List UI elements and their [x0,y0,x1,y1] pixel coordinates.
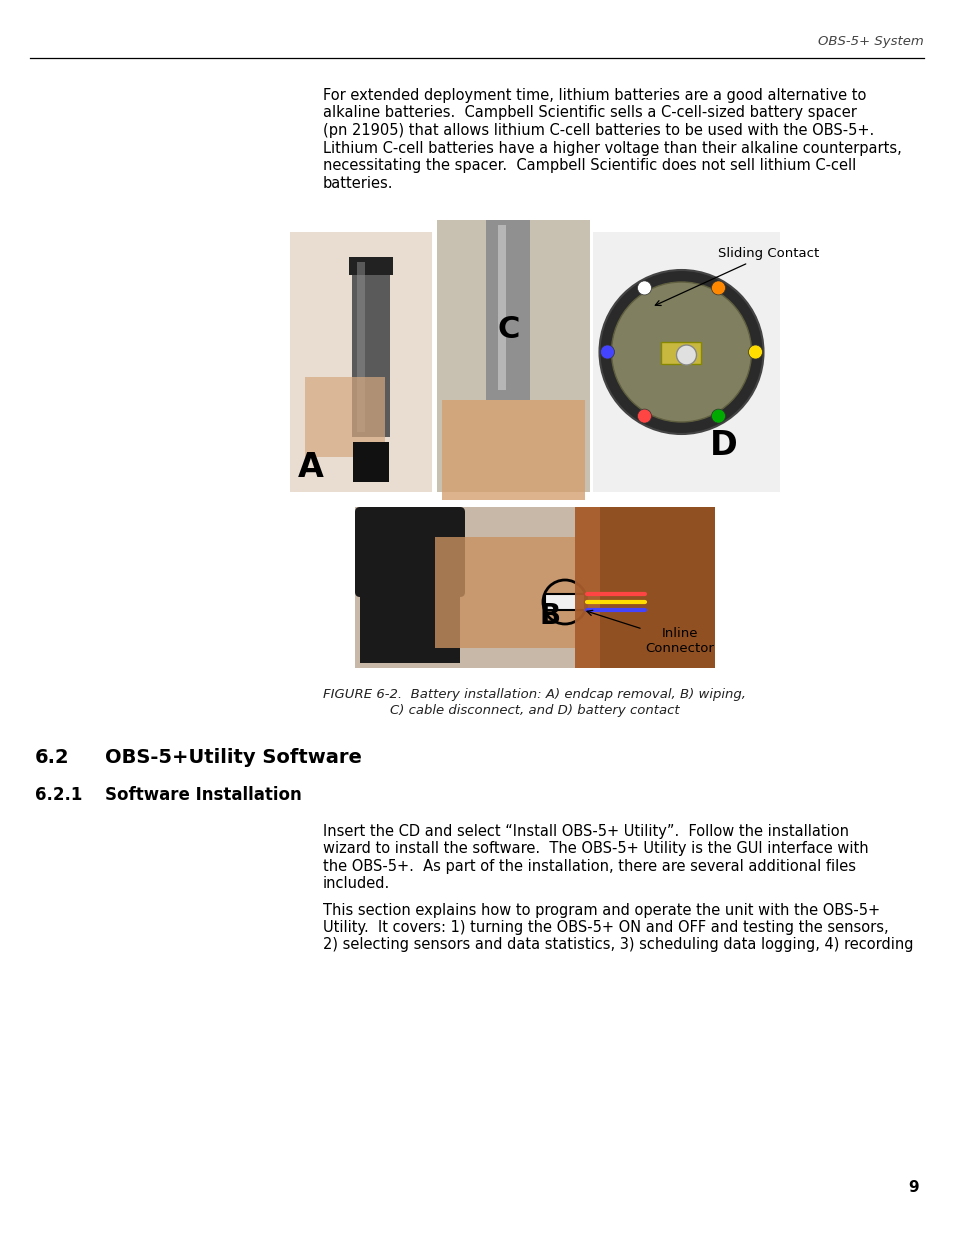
Text: 6.2: 6.2 [35,748,70,767]
Bar [441,400,584,500]
Bar [356,262,365,432]
Text: Insert the CD and select “Install OBS-5+ Utility”.  Follow the installation: Insert the CD and select “Install OBS-5+… [323,824,848,839]
Circle shape [598,270,762,433]
Text: This section explains how to program and operate the unit with the OBS-5+: This section explains how to program and… [323,903,880,918]
Text: necessitating the spacer.  Campbell Scientific does not sell lithium C-cell: necessitating the spacer. Campbell Scien… [323,158,856,173]
Text: Lithium C-cell batteries have a higher voltage than their alkaline counterparts,: Lithium C-cell batteries have a higher v… [323,141,901,156]
Text: 2) selecting sensors and data statistics, 3) scheduling data logging, 4) recordi: 2) selecting sensors and data statistics… [323,937,913,952]
Bar [441,515,584,517]
Text: included.: included. [323,877,390,892]
Text: D: D [709,429,737,462]
Bar [435,537,575,648]
Circle shape [711,280,724,295]
Bar [441,527,584,530]
Text: Sliding Contact: Sliding Contact [655,247,819,305]
Text: FIGURE 6-2.  Battery installation: A) endcap removal, B) wiping,: FIGURE 6-2. Battery installation: A) end… [323,688,745,701]
Text: Software Installation: Software Installation [105,785,301,804]
Bar [486,220,530,400]
Bar [575,508,599,668]
Text: For extended deployment time, lithium batteries are a good alternative to: For extended deployment time, lithium ba… [323,88,865,103]
Text: B: B [538,601,560,630]
Bar [349,257,393,275]
Circle shape [637,280,651,295]
Bar [441,545,584,548]
Bar [353,442,389,482]
Text: Utility.  It covers: 1) turning the OBS-5+ ON and OFF and testing the sensors,: Utility. It covers: 1) turning the OBS-5… [323,920,887,935]
Bar [441,534,584,536]
Circle shape [676,345,696,366]
Circle shape [611,282,751,422]
Text: 6.2.1: 6.2.1 [35,785,82,804]
Text: Inline
Connector: Inline Connector [586,610,714,655]
Bar [441,538,584,542]
FancyBboxPatch shape [355,508,464,597]
Text: batteries.: batteries. [323,175,393,190]
Bar [352,257,390,437]
Bar [359,513,459,663]
Text: the OBS-5+.  As part of the installation, there are several additional files: the OBS-5+. As part of the installation,… [323,860,855,874]
Text: C: C [497,315,519,345]
Bar [498,225,506,390]
Bar [593,232,780,492]
Text: alkaline batteries.  Campbell Scientific sells a C-cell-sized battery spacer: alkaline batteries. Campbell Scientific … [323,105,856,121]
Text: A: A [297,451,323,484]
Text: (pn 21905) that allows lithium C-cell batteries to be used with the OBS-5+.: (pn 21905) that allows lithium C-cell ba… [323,124,873,138]
Bar [660,342,700,364]
Text: C) cable disconnect, and D) battery contact: C) cable disconnect, and D) battery cont… [390,704,679,718]
Bar [355,508,714,668]
Text: OBS-5+ System: OBS-5+ System [818,35,923,48]
Bar [544,594,584,610]
Text: 9: 9 [908,1179,919,1195]
Circle shape [637,409,651,424]
Bar [290,232,432,492]
Bar [436,220,589,492]
Circle shape [599,345,614,359]
Circle shape [748,345,761,359]
Text: OBS-5+Utility Software: OBS-5+Utility Software [105,748,361,767]
Bar [441,521,584,524]
Bar [305,377,385,457]
Text: wizard to install the software.  The OBS-5+ Utility is the GUI interface with: wizard to install the software. The OBS-… [323,841,868,857]
Circle shape [711,409,724,424]
Bar [575,508,714,668]
